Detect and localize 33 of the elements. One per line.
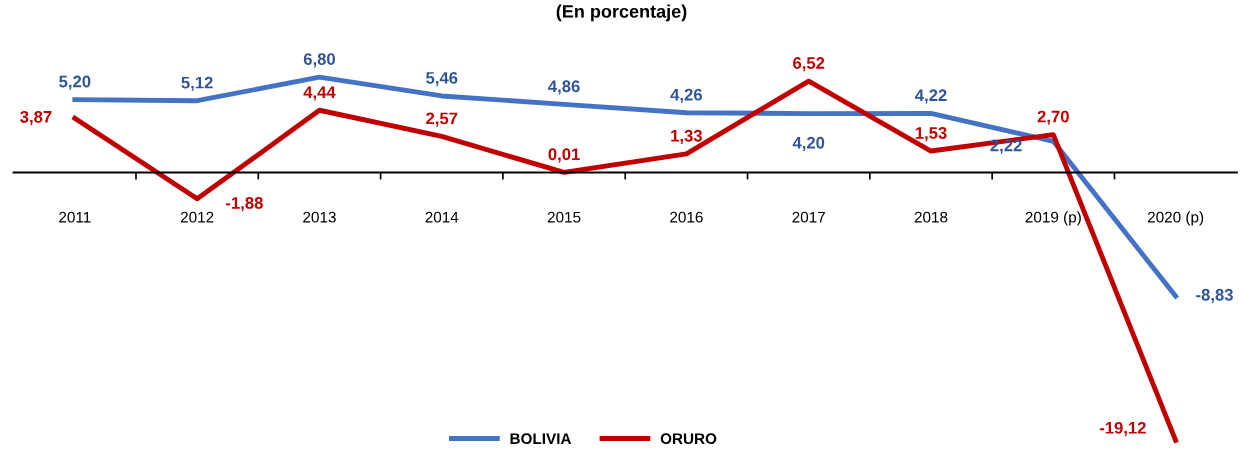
legend-label: ORURO bbox=[660, 433, 717, 445]
data-label: 6,52 bbox=[793, 57, 825, 72]
chart-title: (En porcentaje) bbox=[556, 4, 687, 22]
data-label: 6,80 bbox=[303, 53, 335, 68]
data-label: 2,22 bbox=[990, 139, 1022, 154]
x-tick-label: 2015 bbox=[547, 211, 581, 223]
data-label: 5,46 bbox=[426, 71, 458, 87]
data-label: -19,12 bbox=[1099, 421, 1146, 437]
data-label: 4,26 bbox=[670, 88, 702, 103]
data-label: 5,12 bbox=[181, 76, 213, 91]
x-tick-label: 2018 bbox=[914, 211, 948, 223]
x-tick-label: 2016 bbox=[670, 211, 703, 223]
data-label: 4,22 bbox=[915, 89, 947, 104]
data-label: 4,86 bbox=[548, 80, 580, 95]
x-tick-label: 2012 bbox=[180, 211, 214, 223]
data-label: 2,57 bbox=[426, 112, 458, 127]
data-label: 5,20 bbox=[59, 75, 91, 90]
data-label: 4,44 bbox=[303, 86, 336, 101]
data-label: -1,88 bbox=[226, 197, 263, 212]
data-label: 4,20 bbox=[792, 136, 825, 152]
x-tick-label: 2017 bbox=[792, 211, 825, 223]
x-tick-label: 2014 bbox=[425, 211, 459, 223]
x-tick-label: 2020 (p) bbox=[1147, 211, 1204, 226]
data-label: 3,87 bbox=[20, 110, 52, 126]
x-tick-label: 2013 bbox=[303, 211, 336, 223]
data-label: 0,01 bbox=[548, 148, 580, 163]
data-label: 2,70 bbox=[1037, 110, 1069, 125]
x-tick-label: 2019 (p) bbox=[1025, 211, 1081, 226]
data-label: 1,53 bbox=[915, 127, 947, 142]
x-tick-label: 2011 bbox=[59, 211, 91, 223]
data-label: -8,83 bbox=[1196, 288, 1233, 304]
data-label: 1,33 bbox=[671, 129, 702, 145]
legend-label: BOLIVIA bbox=[510, 433, 572, 445]
